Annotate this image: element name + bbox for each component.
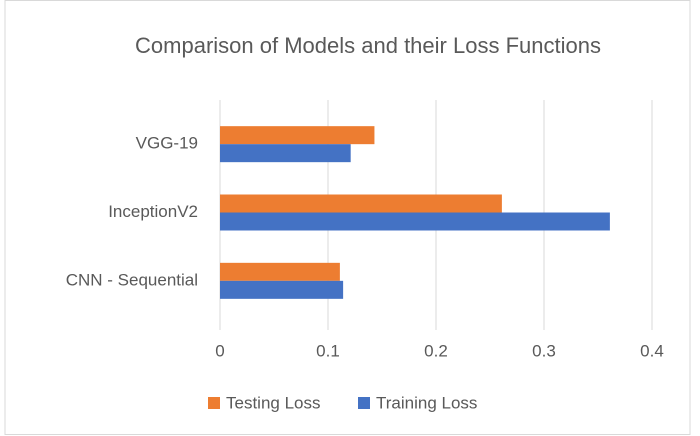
y-tick-label: InceptionV2: [108, 202, 198, 221]
legend-label: Training Loss: [376, 393, 477, 412]
bar: [220, 280, 344, 299]
x-tick-label: 0.1: [316, 341, 340, 360]
y-tick-label: VGG-19: [136, 134, 198, 153]
chart-title: Comparison of Models and their Loss Func…: [135, 33, 601, 58]
bar: [220, 212, 610, 231]
bar: [220, 126, 375, 145]
x-tick-label: 0.3: [532, 341, 556, 360]
y-tick-label: CNN - Sequential: [66, 270, 198, 289]
legend-swatch: [208, 397, 220, 409]
x-tick-label: 0.2: [424, 341, 448, 360]
x-tick-label: 0: [215, 341, 224, 360]
bar: [220, 194, 502, 213]
legend-label: Testing Loss: [226, 393, 321, 412]
bar: [220, 262, 340, 281]
bar: [220, 144, 351, 163]
legend-swatch: [358, 397, 370, 409]
x-tick-label: 0.4: [640, 341, 664, 360]
